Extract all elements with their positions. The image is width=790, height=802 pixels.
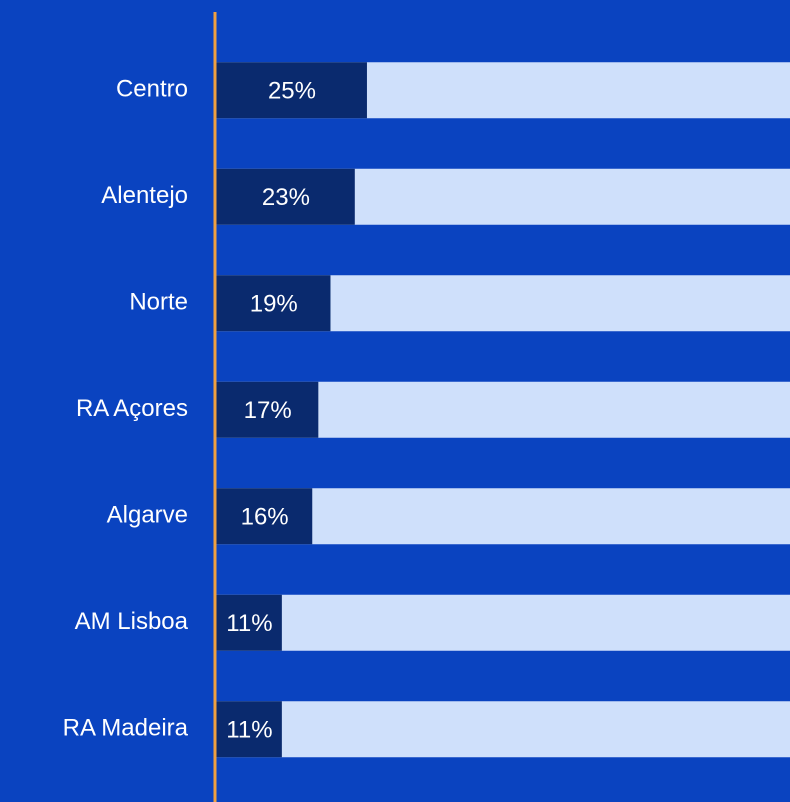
category-label: RA Madeira <box>63 715 189 742</box>
value-label: 11% <box>226 717 272 744</box>
bar <box>215 701 282 758</box>
value-label: 11% <box>226 610 272 637</box>
value-label: 25% <box>268 78 316 105</box>
category-label: Alentejo <box>101 182 188 209</box>
value-label: 17% <box>244 397 292 424</box>
bar <box>215 275 331 332</box>
category-label: Centro <box>116 76 188 103</box>
bar <box>215 594 282 651</box>
bar <box>215 488 313 545</box>
bar <box>215 381 319 438</box>
bar <box>215 168 355 225</box>
bar <box>215 62 367 119</box>
value-label: 23% <box>262 184 310 211</box>
value-label: 16% <box>241 504 289 531</box>
category-label: Algarve <box>107 502 188 529</box>
bar-track <box>215 701 790 758</box>
value-label: 19% <box>250 291 298 318</box>
category-label: RA Açores <box>76 395 188 422</box>
bar-track <box>215 594 790 651</box>
category-label: AM Lisboa <box>75 608 189 635</box>
category-label: Norte <box>129 289 188 316</box>
